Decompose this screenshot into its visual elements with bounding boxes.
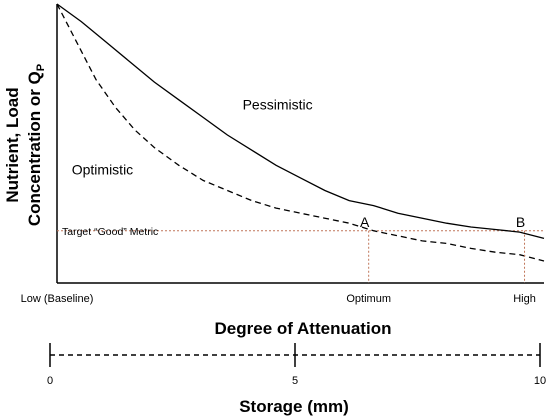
- storage-tick-label: 10: [534, 375, 546, 387]
- y-axis-label-line1: Nutrient, Load: [3, 87, 22, 202]
- series-group: [56, 3, 545, 262]
- x-tick-label: Low (Baseline): [21, 293, 94, 305]
- y-axis-label-subscript: P: [35, 64, 47, 71]
- storage-ticks: 0 5 10: [47, 343, 546, 387]
- series-line-pessimistic: [56, 3, 545, 240]
- series-label-optimistic: Optimistic: [72, 161, 133, 177]
- point-label-a: A: [360, 214, 370, 230]
- series-line-optimistic: [56, 3, 545, 262]
- point-label-b: B: [516, 214, 525, 230]
- x-tick-label: High: [513, 293, 536, 305]
- storage-tick-label: 0: [47, 375, 53, 387]
- reference-line-label: Target “Good” Metric: [62, 226, 158, 238]
- y-axis-label-line2: Concentration or QP: [25, 64, 47, 226]
- series-label-pessimistic: Pessimistic: [243, 96, 313, 112]
- storage-axis-label: Storage (mm): [239, 397, 349, 416]
- storage-axis: 0 5 10 Storage (mm): [47, 343, 546, 416]
- y-axis-label-line2-main: Concentration or Q: [25, 71, 44, 226]
- storage-tick-label: 5: [292, 375, 298, 387]
- x-axis-label: Degree of Attenuation: [215, 319, 392, 338]
- x-tick-labels: Low (Baseline) Optimum High: [21, 293, 536, 305]
- x-tick-label: Optimum: [346, 293, 391, 305]
